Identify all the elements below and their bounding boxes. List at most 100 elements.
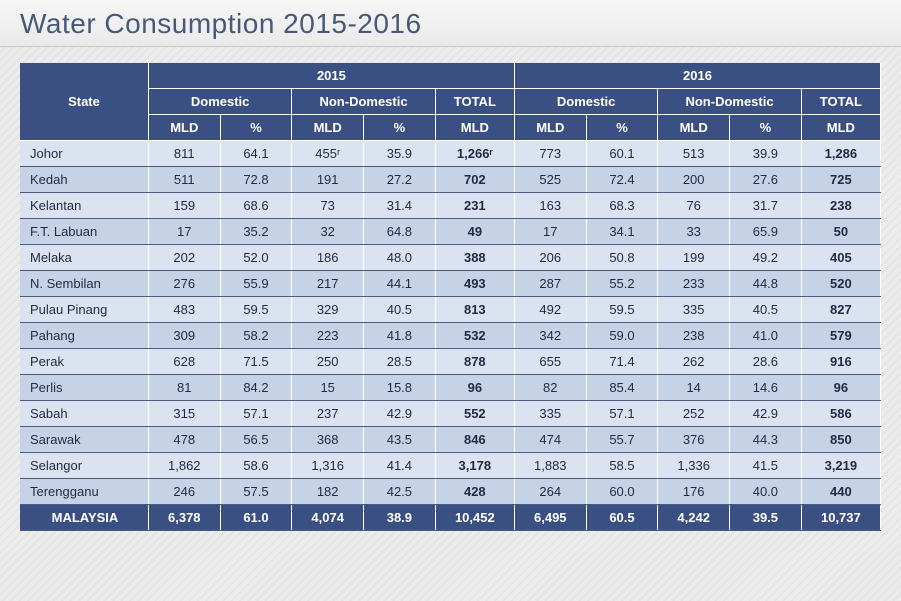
col-2016-domestic: Domestic bbox=[514, 89, 657, 115]
cell-b-nd-mld: 252 bbox=[658, 401, 730, 427]
cell-a-dom-pct: 72.8 bbox=[220, 167, 292, 193]
cell-a-dom-mld: 483 bbox=[148, 297, 220, 323]
cell-a-dom-pct: 35.2 bbox=[220, 219, 292, 245]
cell-a-dom-pct: 57.1 bbox=[220, 401, 292, 427]
cell-b-dom-pct: 55.7 bbox=[586, 427, 658, 453]
cell-a-nd-mld: 223 bbox=[292, 323, 364, 349]
cell-b-total: 827 bbox=[801, 297, 880, 323]
table-row: Pahang30958.222341.853234259.023841.0579 bbox=[20, 323, 881, 349]
cell-a-nd-pct: 44.1 bbox=[364, 271, 436, 297]
cell-b-total: 520 bbox=[801, 271, 880, 297]
cell-b-dom-mld: 474 bbox=[514, 427, 586, 453]
title-bar: Water Consumption 2015-2016 bbox=[0, 0, 901, 47]
cell-a-nd-mld: 191 bbox=[292, 167, 364, 193]
cell-b-dom-mld: 492 bbox=[514, 297, 586, 323]
cell-a-nd-pct: 40.5 bbox=[364, 297, 436, 323]
cell-a-nd-pct: 15.8 bbox=[364, 375, 436, 401]
cell-a-nd-mld: 186 bbox=[292, 245, 364, 271]
cell-a-total: 49 bbox=[435, 219, 514, 245]
cell-a-nd-mld: 32 bbox=[292, 219, 364, 245]
cell-a-dom-mld: 811 bbox=[148, 141, 220, 167]
cell-a-nd-mld: 4,074 bbox=[292, 505, 364, 531]
table-row: Pulau Pinang48359.532940.581349259.53354… bbox=[20, 297, 881, 323]
cell-a-dom-mld: 81 bbox=[148, 375, 220, 401]
cell-a-dom-mld: 17 bbox=[148, 219, 220, 245]
cell-b-nd-mld: 238 bbox=[658, 323, 730, 349]
cell-b-dom-mld: 206 bbox=[514, 245, 586, 271]
cell-a-nd-mld: 329 bbox=[292, 297, 364, 323]
cell-a-nd-pct: 31.4 bbox=[364, 193, 436, 219]
cell-b-total: 1,286 bbox=[801, 141, 880, 167]
cell-a-dom-pct: 57.5 bbox=[220, 479, 292, 505]
cell-a-total: 10,452 bbox=[435, 505, 514, 531]
cell-b-nd-mld: 4,242 bbox=[658, 505, 730, 531]
cell-a-nd-mld: 250 bbox=[292, 349, 364, 375]
cell-a-total: 552 bbox=[435, 401, 514, 427]
cell-b-total: 440 bbox=[801, 479, 880, 505]
table-row: Selangor1,86258.61,31641.43,1781,88358.5… bbox=[20, 453, 881, 479]
table-row: Perlis8184.21515.8968285.41414.696 bbox=[20, 375, 881, 401]
cell-a-dom-mld: 628 bbox=[148, 349, 220, 375]
cell-a-dom-pct: 59.5 bbox=[220, 297, 292, 323]
table-container: State 2015 2016 Domestic Non-Domestic TO… bbox=[0, 47, 901, 551]
sub-2016-dom-pct: % bbox=[586, 115, 658, 141]
cell-b-dom-pct: 68.3 bbox=[586, 193, 658, 219]
col-state: State bbox=[20, 63, 148, 141]
cell-b-total: 916 bbox=[801, 349, 880, 375]
cell-b-nd-pct: 49.2 bbox=[730, 245, 802, 271]
cell-a-total: 813 bbox=[435, 297, 514, 323]
cell-b-dom-mld: 335 bbox=[514, 401, 586, 427]
cell-a-nd-pct: 41.4 bbox=[364, 453, 436, 479]
cell-b-dom-mld: 82 bbox=[514, 375, 586, 401]
cell-a-nd-pct: 64.8 bbox=[364, 219, 436, 245]
table-row: Johor81164.1455ʳ35.91,266ʳ77360.151339.9… bbox=[20, 141, 881, 167]
cell-state: Melaka bbox=[20, 245, 148, 271]
cell-b-nd-mld: 176 bbox=[658, 479, 730, 505]
table-row: Kedah51172.819127.270252572.420027.6725 bbox=[20, 167, 881, 193]
cell-state: MALAYSIA bbox=[20, 505, 148, 531]
cell-b-total: 579 bbox=[801, 323, 880, 349]
cell-a-dom-pct: 52.0 bbox=[220, 245, 292, 271]
table-header: State 2015 2016 Domestic Non-Domestic TO… bbox=[20, 63, 881, 141]
cell-b-dom-pct: 58.5 bbox=[586, 453, 658, 479]
col-2015-nondomestic: Non-Domestic bbox=[292, 89, 435, 115]
cell-b-dom-mld: 6,495 bbox=[514, 505, 586, 531]
cell-state: Kedah bbox=[20, 167, 148, 193]
cell-a-dom-mld: 159 bbox=[148, 193, 220, 219]
cell-b-nd-mld: 376 bbox=[658, 427, 730, 453]
cell-a-total: 231 bbox=[435, 193, 514, 219]
cell-b-nd-pct: 40.0 bbox=[730, 479, 802, 505]
cell-b-nd-pct: 27.6 bbox=[730, 167, 802, 193]
cell-a-dom-mld: 276 bbox=[148, 271, 220, 297]
cell-b-dom-mld: 17 bbox=[514, 219, 586, 245]
table-row: Melaka20252.018648.038820650.819949.2405 bbox=[20, 245, 881, 271]
cell-a-nd-pct: 41.8 bbox=[364, 323, 436, 349]
table-row: Sabah31557.123742.955233557.125242.9586 bbox=[20, 401, 881, 427]
cell-a-nd-pct: 42.9 bbox=[364, 401, 436, 427]
cell-a-dom-pct: 68.6 bbox=[220, 193, 292, 219]
cell-a-dom-pct: 58.6 bbox=[220, 453, 292, 479]
col-2016-total: TOTAL bbox=[801, 89, 880, 115]
col-2016-nondomestic: Non-Domestic bbox=[658, 89, 801, 115]
table-row: Sarawak47856.536843.584647455.737644.385… bbox=[20, 427, 881, 453]
cell-a-dom-mld: 315 bbox=[148, 401, 220, 427]
cell-b-nd-mld: 513 bbox=[658, 141, 730, 167]
cell-b-dom-pct: 59.5 bbox=[586, 297, 658, 323]
cell-a-nd-pct: 27.2 bbox=[364, 167, 436, 193]
cell-a-nd-mld: 368 bbox=[292, 427, 364, 453]
cell-b-total: 50 bbox=[801, 219, 880, 245]
table-row: Kelantan15968.67331.423116368.37631.7238 bbox=[20, 193, 881, 219]
cell-a-total: 846 bbox=[435, 427, 514, 453]
cell-b-nd-pct: 28.6 bbox=[730, 349, 802, 375]
cell-b-total: 3,219 bbox=[801, 453, 880, 479]
cell-a-total: 702 bbox=[435, 167, 514, 193]
cell-b-dom-pct: 34.1 bbox=[586, 219, 658, 245]
cell-b-dom-mld: 287 bbox=[514, 271, 586, 297]
sub-2015-nd-pct: % bbox=[364, 115, 436, 141]
cell-b-nd-mld: 200 bbox=[658, 167, 730, 193]
cell-b-dom-pct: 60.1 bbox=[586, 141, 658, 167]
sub-2016-tot-mld: MLD bbox=[801, 115, 880, 141]
cell-state: Pahang bbox=[20, 323, 148, 349]
col-2015-total: TOTAL bbox=[435, 89, 514, 115]
col-year-2015: 2015 bbox=[148, 63, 514, 89]
